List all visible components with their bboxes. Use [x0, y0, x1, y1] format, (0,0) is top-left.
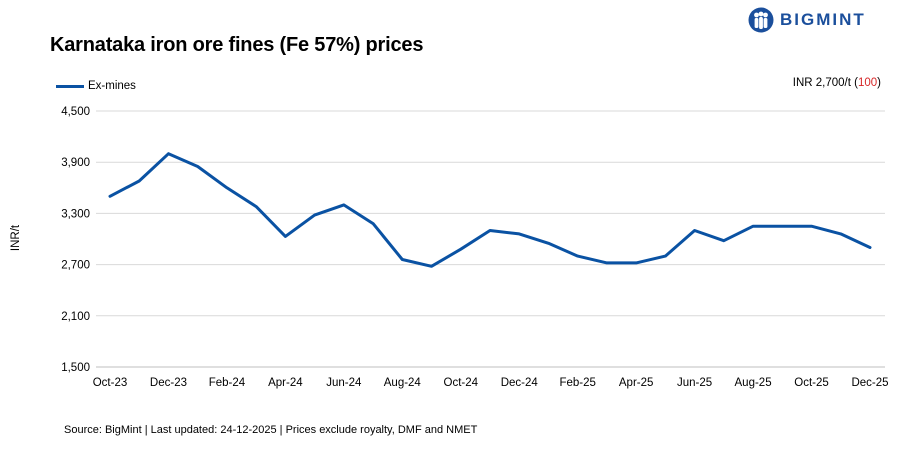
y-tick-label: 4,500: [61, 106, 90, 118]
series-line-ex-mines: [108, 152, 872, 268]
x-tick-label: Dec-23: [150, 377, 187, 389]
x-tick-label: Oct-25: [794, 377, 829, 389]
annotation-prefix: INR 2,700/t (: [792, 77, 858, 89]
x-tick-label: Jun-25: [677, 377, 712, 389]
annotation-suffix: ): [877, 77, 881, 89]
x-tick-label: Apr-25: [619, 377, 654, 389]
y-tick-label: 2,700: [61, 260, 90, 272]
logo-text: BIGMINT: [780, 10, 866, 29]
x-tick-label: Oct-24: [444, 377, 479, 389]
x-tick-label: Aug-25: [735, 377, 772, 389]
chart-title: Karnataka iron ore fines (Fe 57%) prices: [50, 34, 424, 56]
y-tick-label: 3,900: [61, 157, 90, 169]
price-annotation: INR 2,700/t (100): [793, 77, 881, 89]
y-tick-label: 3,300: [61, 208, 90, 220]
legend-swatch: [56, 84, 84, 88]
x-tick-label: Apr-24: [268, 377, 303, 389]
x-tick-label: Oct-23: [93, 377, 128, 389]
x-tick-label: Aug-24: [384, 377, 422, 389]
bigmint-logo: BIGMINT: [748, 6, 866, 34]
x-tick-label: Feb-24: [209, 377, 246, 389]
people-mark-icon: [748, 7, 774, 33]
x-tick-label: Dec-25: [851, 377, 888, 389]
x-tick-label: Feb-25: [559, 377, 595, 389]
y-tick-label: 1,500: [61, 362, 90, 374]
x-tick-label: Dec-24: [501, 377, 539, 389]
source-note: Source: BigMint | Last updated: 24-12-20…: [64, 424, 478, 436]
annotation-change: 100: [857, 77, 878, 89]
y-tick-label: 2,100: [61, 311, 90, 323]
legend: Ex-mines: [56, 80, 136, 92]
x-tick-label: Jun-24: [326, 377, 362, 389]
legend-label: Ex-mines: [88, 80, 136, 92]
